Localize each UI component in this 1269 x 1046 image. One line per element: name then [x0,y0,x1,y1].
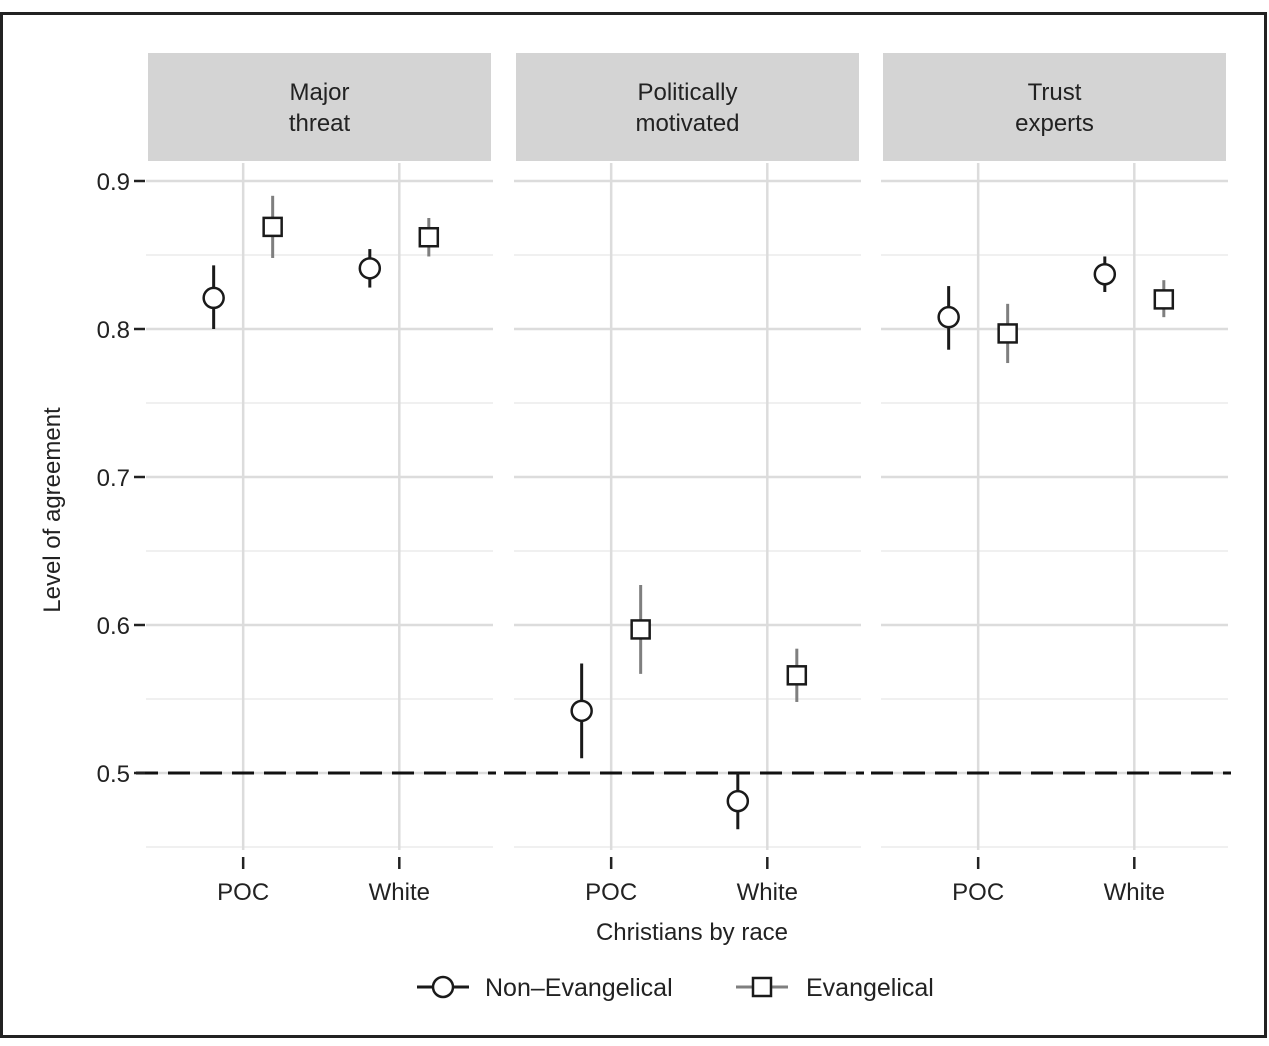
legend-key-square [751,976,773,998]
point-circle-major-white [358,257,382,280]
x-tick-label-white-political: White [737,879,798,906]
facet-strip-major [148,53,491,161]
x-tick-label-white-major: White [369,879,430,906]
y-tick-label: 0.6 [97,613,130,640]
x-tick-label-white-trust: White [1104,879,1165,906]
point-circle-trust-poc [937,305,960,329]
point-square-political-poc [630,619,651,640]
legend-key-circle [431,975,455,999]
x-tick-label-poc-trust: POC [952,879,1004,906]
point-square-political-white [786,665,808,686]
point-circle-major-poc [202,286,225,310]
point-square-major-poc [262,216,283,238]
y-tick-label: 0.8 [97,317,130,344]
y-axis-title: Level of agreement [39,407,66,613]
facet-label-trust-line-1: Trust [1028,79,1082,106]
point-square-major-white [418,226,440,248]
point-square-trust-white [1153,289,1175,310]
y-tick-label: 0.9 [97,169,130,196]
point-square-trust-poc [997,323,1018,344]
x-axis-title: Christians by race [596,919,788,946]
facet-label-political-line-1: Politically [637,79,737,106]
facet-label-major-line-2: threat [289,110,351,137]
point-circle-political-poc [570,699,593,723]
facet-label-political-line-2: motivated [635,110,739,137]
y-tick-label: 0.5 [97,761,130,788]
legend-label-evangelical: Evangelical [806,974,934,1002]
point-circle-trust-white [1093,262,1117,286]
point-circle-political-white [726,789,750,813]
figure-border [0,12,1267,1038]
x-tick-label-poc-political: POC [585,879,637,906]
facet-strip-political [516,53,859,161]
facet-label-major-line-1: Major [289,79,349,106]
facet-strip-trust [883,53,1226,161]
x-tick-label-poc-major: POC [217,879,269,906]
facet-label-trust-line-2: experts [1015,110,1094,137]
legend-label-non-evangelical: Non–Evangelical [485,974,673,1002]
y-tick-label: 0.7 [97,465,130,492]
